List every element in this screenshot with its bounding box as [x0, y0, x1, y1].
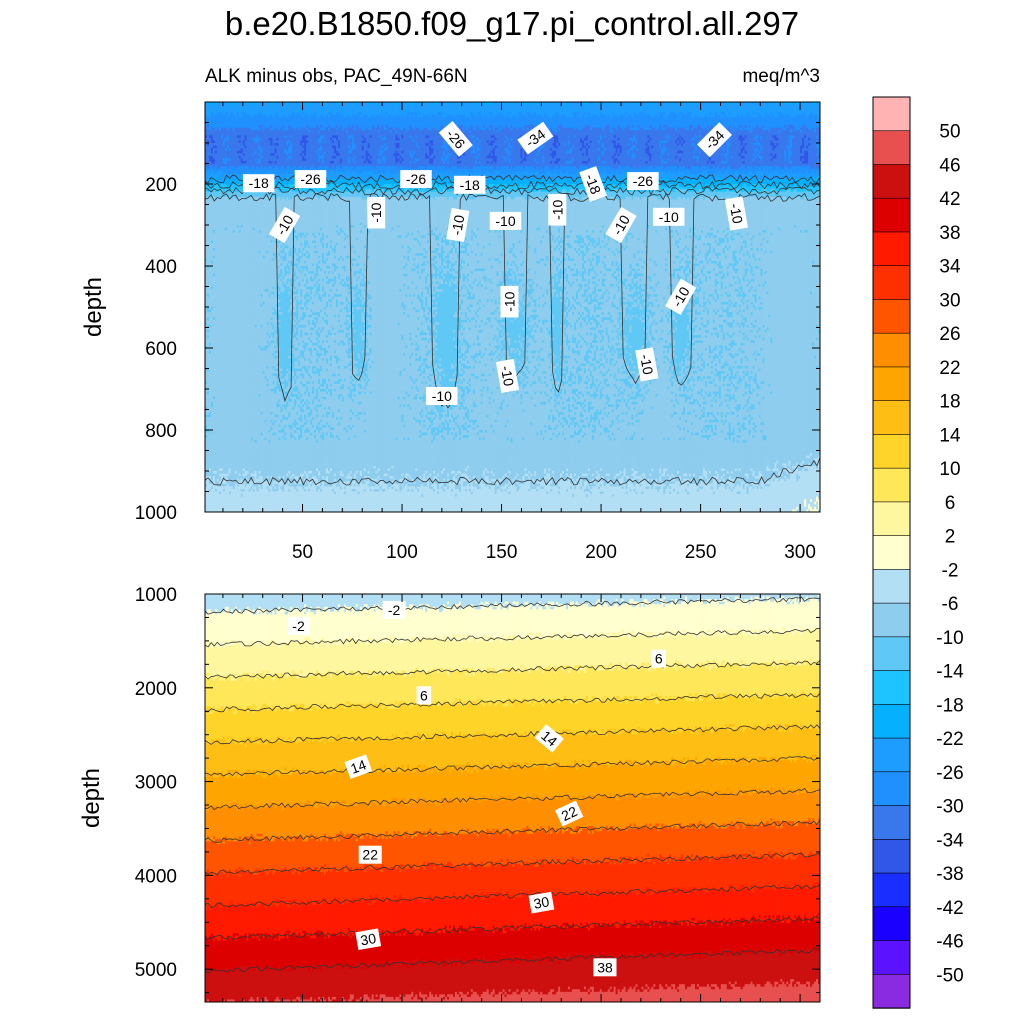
chart-subtitle-right: meq/m^3	[742, 66, 820, 87]
chart-subtitle-left: ALK minus obs, PAC_49N-66N	[205, 66, 468, 87]
chart-title: b.e20.B1850.f09_g17.pi_control.all.297	[225, 5, 799, 42]
upper-panel: -26 -34 -34-18 -26 -26 -18 -18 -26-10 -10-10 -10-…	[80, 102, 821, 563]
